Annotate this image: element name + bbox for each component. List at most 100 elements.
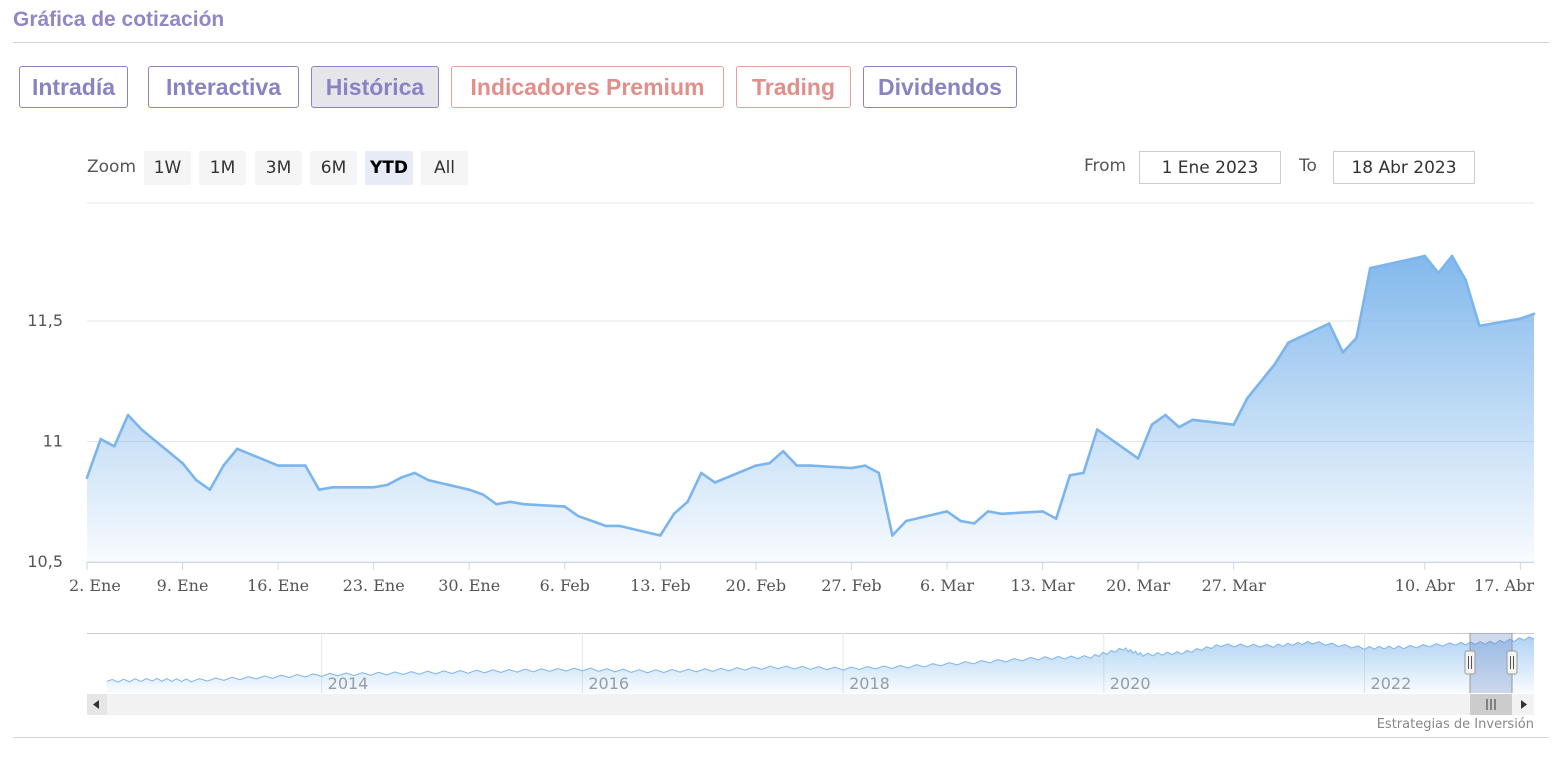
zoom-ytd-button[interactable]: YTD	[365, 151, 413, 185]
navigator-selection[interactable]	[1470, 633, 1512, 693]
zoom-all-button[interactable]: All	[421, 151, 468, 185]
price-point	[1532, 312, 1536, 316]
navigator-line	[106, 636, 1535, 683]
price-point	[877, 471, 881, 475]
x-tick-label: 27. Mar	[1202, 576, 1266, 595]
price-point	[427, 478, 430, 482]
price-point	[781, 449, 785, 453]
zoom-3m-button[interactable]: 3M	[255, 151, 302, 185]
price-point	[304, 464, 307, 467]
price-point	[1232, 423, 1235, 427]
x-tick-label: 6. Feb	[540, 576, 590, 595]
zoom-label: Zoom	[87, 157, 137, 177]
price-point	[522, 502, 526, 506]
price-point	[1191, 418, 1194, 422]
bottom-divider	[13, 737, 1549, 738]
range-from-input[interactable]: 1 Ene 2023	[1139, 151, 1281, 184]
tab-dividendos[interactable]: Dividendos	[863, 66, 1017, 108]
x-tick-label: 10. Abr	[1395, 576, 1455, 595]
section-title: Gráfica de cotización	[13, 8, 225, 31]
price-point	[399, 476, 403, 480]
price-point	[276, 464, 280, 467]
x-tick-label: 30. Ene	[438, 576, 500, 595]
price-point	[1095, 428, 1099, 431]
tab-intradia[interactable]: Intradía	[19, 66, 128, 108]
title-divider	[13, 42, 1549, 43]
y-tick-label: 10,5	[27, 552, 63, 571]
x-tick-label: 2. Ene	[69, 576, 121, 595]
price-point	[317, 488, 321, 492]
tab-indicadores-premium[interactable]: Indicadores Premium	[451, 66, 724, 108]
price-point	[1136, 457, 1140, 460]
price-point	[481, 493, 485, 496]
price-point	[1368, 266, 1372, 270]
range-to-input[interactable]: 18 Abr 2023	[1333, 151, 1475, 184]
chevron-left-icon	[93, 700, 99, 709]
navigator-left-handle[interactable]	[1464, 650, 1476, 675]
price-point	[1478, 324, 1481, 328]
x-tick-label: 23. Ene	[343, 576, 405, 595]
chevron-right-icon	[1521, 700, 1527, 709]
price-point	[986, 510, 990, 513]
price-point	[1150, 423, 1154, 427]
price-point	[850, 466, 853, 470]
price-point	[768, 461, 771, 465]
price-point	[1327, 322, 1331, 325]
scrollbar-track[interactable]	[87, 694, 1534, 715]
price-point	[686, 500, 689, 504]
price-point	[1177, 425, 1181, 429]
price-point	[945, 510, 949, 513]
price-point	[508, 500, 512, 504]
price-point	[372, 486, 376, 489]
price-point	[413, 471, 416, 475]
navigator-right-handle[interactable]	[1506, 650, 1518, 675]
price-point	[1259, 380, 1263, 383]
price-point	[1246, 396, 1249, 400]
range-to-label: To	[1299, 156, 1317, 176]
price-point	[1423, 254, 1427, 258]
x-tick-label: 27. Feb	[821, 576, 881, 595]
x-tick-label: 17. Abr	[1474, 576, 1534, 595]
price-point	[1450, 254, 1454, 258]
price-point	[959, 519, 962, 523]
price-point	[113, 445, 116, 448]
price-point	[331, 486, 335, 489]
price-point	[1054, 517, 1058, 520]
price-point	[891, 534, 894, 537]
price-point	[208, 488, 212, 492]
price-point	[1273, 363, 1276, 366]
tab-interactiva[interactable]: Interactiva	[148, 66, 299, 108]
tab-trading[interactable]: Trading	[736, 66, 851, 108]
price-point	[713, 481, 717, 484]
price-point	[194, 478, 198, 482]
price-point	[604, 524, 607, 528]
price-point	[99, 437, 102, 441]
price-point	[1000, 512, 1003, 516]
chart-credits: Estrategias de Inversión	[1376, 717, 1534, 732]
price-point	[126, 413, 130, 417]
y-tick-label: 11,5	[27, 311, 63, 330]
price-point	[1164, 413, 1167, 417]
price-point	[1082, 471, 1085, 475]
zoom-1m-button[interactable]: 1M	[199, 151, 246, 185]
price-point	[590, 519, 594, 523]
price-point	[386, 483, 389, 487]
price-point	[1464, 278, 1467, 282]
price-point	[672, 512, 676, 516]
price-line	[85, 254, 1535, 537]
price-point	[1287, 341, 1290, 345]
price-point	[1041, 510, 1044, 513]
zoom-6m-button[interactable]: 6M	[310, 151, 357, 185]
zoom-1w-button[interactable]: 1W	[144, 151, 191, 185]
price-point	[85, 476, 89, 480]
price-point	[659, 534, 662, 537]
price-point	[222, 464, 225, 467]
navigator-area	[106, 636, 1535, 693]
x-tick-label: 13. Mar	[1011, 576, 1075, 595]
price-point	[495, 502, 498, 506]
price-point	[140, 428, 143, 431]
price-point	[863, 464, 867, 467]
price-point	[563, 505, 567, 508]
tab-historica[interactable]: Histórica	[311, 66, 439, 108]
